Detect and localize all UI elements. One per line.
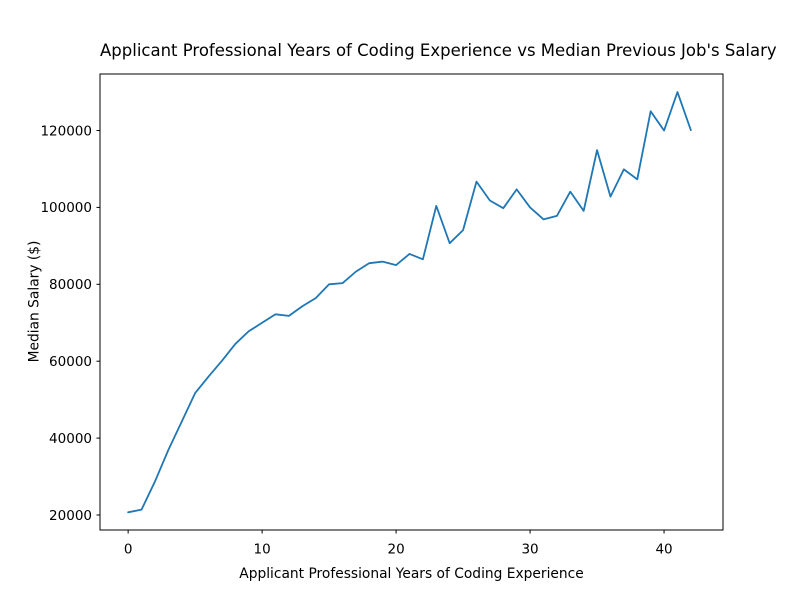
y-tick-label: 40000 — [49, 431, 92, 447]
salary-line-series — [127, 91, 692, 514]
chart-title: Applicant Professional Years of Coding E… — [100, 41, 777, 60]
y-tick-label: 20000 — [49, 508, 92, 524]
x-tick-label: 20 — [387, 542, 404, 558]
x-axis-label: Applicant Professional Years of Coding E… — [239, 566, 584, 582]
x-tick-label: 30 — [521, 542, 538, 558]
x-tick-label: 0 — [124, 542, 133, 558]
x-tick-label: 10 — [254, 542, 271, 558]
y-tick-label: 120000 — [40, 123, 92, 139]
y-tick-label: 80000 — [49, 277, 92, 293]
y-axis-label: Median Salary ($) — [26, 240, 43, 363]
x-tick-label: 40 — [655, 542, 672, 558]
plot-border — [99, 73, 724, 531]
y-tick-label: 60000 — [49, 354, 92, 370]
y-tick-label: 100000 — [40, 200, 92, 216]
